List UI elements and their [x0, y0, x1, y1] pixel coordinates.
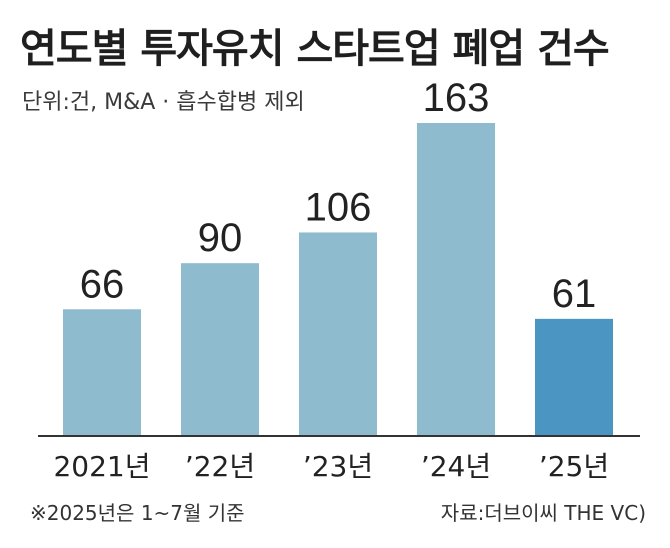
- value-label-1: 90: [198, 216, 243, 260]
- footnote: ※2025년은 1~7월 기준: [30, 501, 245, 525]
- bar-4: [535, 318, 613, 436]
- value-label-4: 61: [552, 272, 597, 316]
- bar-3: [417, 123, 495, 436]
- bar-2: [299, 232, 377, 436]
- x-tick-label-0: 2021년: [53, 450, 150, 483]
- value-label-0: 66: [80, 262, 125, 306]
- value-label-3: 163: [423, 76, 490, 120]
- x-tick-label-2: ’23년: [303, 450, 373, 483]
- bar-1: [181, 263, 259, 436]
- source-credit: 자료:더브이씨 THE VC): [440, 501, 646, 525]
- chart-title: 연도별 투자유치 스타트업 폐업 건수: [20, 26, 610, 72]
- x-tick-label-3: ’24년: [421, 450, 491, 483]
- x-tick-label-4: ’25년: [539, 450, 609, 483]
- chart-subtitle: 단위:건, M&A · 흡수합병 제외: [22, 90, 305, 115]
- x-tick-label-1: ’22년: [185, 450, 255, 483]
- value-label-2: 106: [305, 185, 372, 229]
- bar-0: [63, 309, 141, 436]
